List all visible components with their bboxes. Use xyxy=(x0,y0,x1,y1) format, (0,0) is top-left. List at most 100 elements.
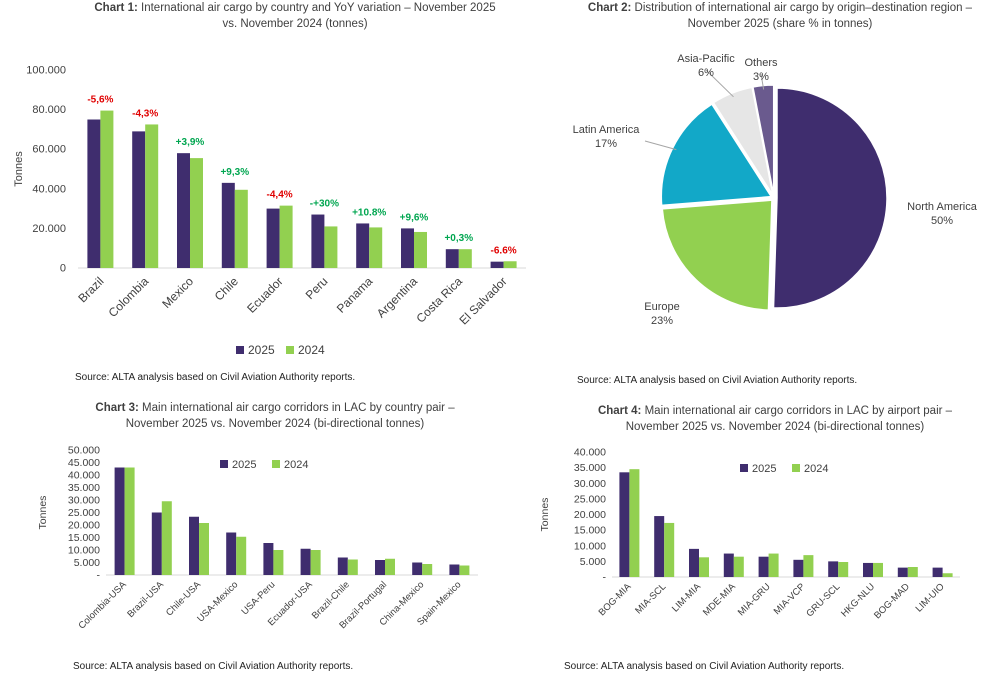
yoy-change-label: +10.8% xyxy=(352,207,386,218)
y-tick-label: 15.000 xyxy=(574,525,606,537)
chart3-title-line1: Main international air cargo corridors i… xyxy=(142,402,455,414)
y-tick-label: 10.000 xyxy=(68,545,100,557)
y-tick-label: 30.000 xyxy=(574,478,606,490)
x-tick-label: Panama xyxy=(334,274,376,316)
y-axis-label: Tonnes xyxy=(37,496,49,530)
bar-2024-bog-mia xyxy=(629,469,640,577)
chart4-bar-chart: - 5.000 10.000 15.000 20.000 25.000 30.000 35.0… xyxy=(539,447,960,621)
chart4-title: Chart 4: Main international air cargo co… xyxy=(560,403,990,435)
yoy-change-label: -4,4% xyxy=(267,190,293,201)
pie-slice-asia-pacific xyxy=(712,86,774,196)
bar-2025-lim-mia xyxy=(689,548,699,577)
legend-label-2025: 2025 xyxy=(248,343,275,357)
legend-label-2024: 2024 xyxy=(804,463,828,475)
bar-2025-usa-mexico xyxy=(226,532,237,575)
legend-label-2024: 2024 xyxy=(298,343,325,357)
legend-swatch-2025 xyxy=(220,460,228,468)
legend-swatch-2025 xyxy=(236,346,244,354)
bar-2025-brazil-chile xyxy=(337,557,348,575)
legend-swatch-2024 xyxy=(286,346,294,354)
bar-2025-gru-scl xyxy=(828,561,839,577)
chart1-bar-chart: 0 20.000 40.000 60.000 80.000 100.000 Tonnes Br… xyxy=(13,65,526,357)
bar-2024-colombia-usa xyxy=(124,467,135,575)
bar-2025-ecuador xyxy=(266,208,280,268)
chart1-title: Chart 1: International air cargo by coun… xyxy=(40,0,550,32)
bar-2025-brazil xyxy=(87,119,101,268)
yoy-change-label: +3,9% xyxy=(176,137,205,148)
pie-slice-europe xyxy=(661,199,773,311)
chart1-title-line2: vs. November 2024 (tonnes) xyxy=(222,18,368,30)
bar-2025-el-salvador xyxy=(490,261,504,268)
y-tick-label: 25.000 xyxy=(68,507,100,519)
y-tick-label: 40.000 xyxy=(68,470,100,482)
chart3-title: Chart 3: Main international air cargo co… xyxy=(60,400,490,432)
yoy-change-label: +9,6% xyxy=(400,212,429,223)
chart2-pie-chart: North America 50% Europe 23% Latin America 17… xyxy=(573,53,978,327)
bar-2025-panama xyxy=(356,223,370,268)
chart3-title-line2: November 2025 vs. November 2024 (bi-dire… xyxy=(125,418,425,430)
chart1-title-line1: International air cargo by country and Y… xyxy=(141,2,496,14)
y-tick-label: - xyxy=(97,570,101,582)
yoy-change-label: -5,6% xyxy=(87,95,113,106)
y-tick-label: 40.000 xyxy=(32,183,66,195)
x-tick-label: USA-Peru xyxy=(240,579,278,617)
bar-2024-gru-scl xyxy=(838,562,849,577)
bar-2025-bog-mad xyxy=(897,567,908,577)
bar-2024-mexico xyxy=(190,158,203,268)
bar-2024-mia-gru xyxy=(768,553,779,577)
bar-2025-chile-usa xyxy=(189,516,199,575)
bar-2024-hkg-nlu xyxy=(873,562,883,577)
x-tick-label: Colombia-USA xyxy=(77,579,130,632)
x-tick-label: Peru xyxy=(303,274,331,302)
y-tick-label: 20.000 xyxy=(68,520,100,532)
bar-2025-mia-vcp xyxy=(793,559,804,577)
y-tick-label: 100.000 xyxy=(26,65,66,77)
yoy-change-label: -6.6% xyxy=(491,245,517,256)
leader-line xyxy=(705,69,734,98)
y-tick-label: 45.000 xyxy=(68,457,100,469)
bar-2024-mia-scl xyxy=(664,522,675,577)
y-tick-label: 20.000 xyxy=(32,223,66,235)
bar-2025-argentina xyxy=(401,228,414,268)
chart2-title: Chart 2: Distribution of international a… xyxy=(560,0,1000,32)
bar-2024-spain-mexico xyxy=(459,565,470,575)
bar-2025-china-mexico xyxy=(412,562,423,575)
bar-2025-brazil-usa xyxy=(151,512,162,575)
bar-2024-brazil-chile xyxy=(347,559,358,575)
y-tick-label: 5.000 xyxy=(580,556,606,568)
pie-slice-latin-america xyxy=(660,103,773,207)
bar-2024-ecuador-usa xyxy=(310,550,321,575)
bar-2024-el-salvador xyxy=(503,261,517,268)
legend-swatch-2024 xyxy=(792,464,800,472)
yoy-change-label: -4,3% xyxy=(132,108,158,119)
pie-slice-north-america xyxy=(772,87,888,309)
slice-percent: 50% xyxy=(931,215,953,227)
bar-2024-mde-mia xyxy=(733,556,744,577)
slice-percent: 23% xyxy=(651,315,673,327)
bar-2025-peru xyxy=(311,214,325,268)
y-tick-label: 15.000 xyxy=(68,532,100,544)
slice-label: Asia-Pacific xyxy=(677,53,735,65)
bar-2025-usa-peru xyxy=(263,543,274,575)
slice-percent: 6% xyxy=(698,67,714,79)
y-tick-label: 35.000 xyxy=(68,482,100,494)
leader-line xyxy=(644,140,677,151)
chart1-title-label: Chart 1: xyxy=(94,2,138,14)
x-tick-label: GRU-SCL xyxy=(804,581,842,619)
legend-label-2024: 2024 xyxy=(284,459,308,471)
bar-2024-china-mexico xyxy=(422,564,433,575)
y-axis-label: Tonnes xyxy=(539,498,551,532)
yoy-change-label: +0,3% xyxy=(444,233,473,244)
bar-2024-bog-mad xyxy=(907,567,918,577)
legend-label-2025: 2025 xyxy=(752,463,776,475)
chart3-title-label: Chart 3: xyxy=(95,402,139,414)
yoy-change-label: -+30% xyxy=(310,199,339,210)
x-tick-label: BOG-MIA xyxy=(597,581,634,618)
chart3-bar-chart: -5.00010.00015.00020.00025.00030.00035.0… xyxy=(37,445,478,632)
slice-label: North America xyxy=(907,201,978,213)
y-tick-label: 10.000 xyxy=(574,540,606,552)
chart4-source: Source: ALTA analysis based on Civil Avi… xyxy=(564,661,845,672)
chart4-title-line1: Main international air cargo corridors i… xyxy=(644,405,953,417)
bar-2025-mde-mia xyxy=(723,553,734,577)
chart1-source: Source: ALTA analysis based on Civil Avi… xyxy=(75,372,356,383)
